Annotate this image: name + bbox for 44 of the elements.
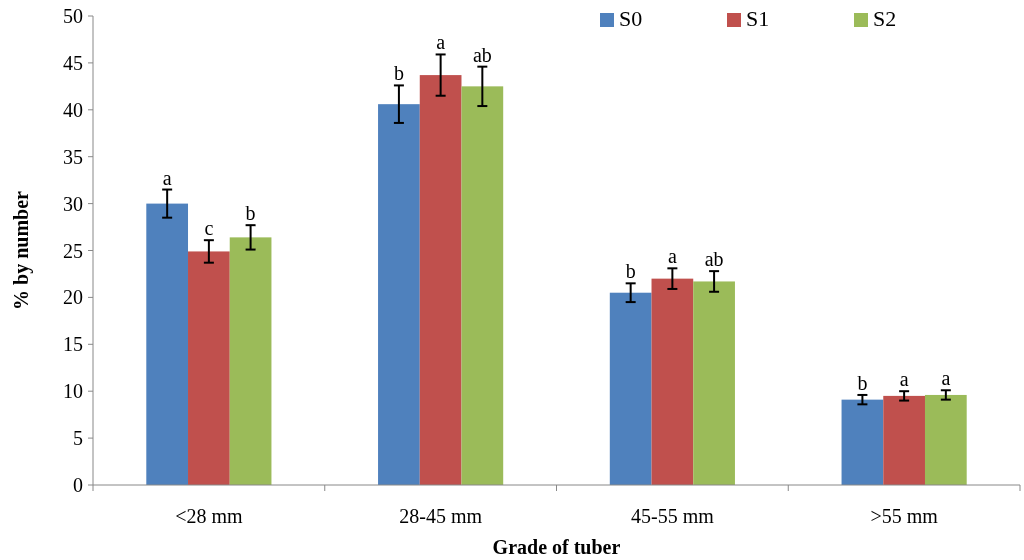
y-tick-label: 5 xyxy=(73,427,83,450)
data-label: ab xyxy=(704,248,724,271)
data-label: b xyxy=(857,371,868,394)
bar xyxy=(419,75,462,485)
legend-label: S2 xyxy=(873,6,897,31)
y-tick-label: 25 xyxy=(63,239,83,262)
x-tick-label: 28-45 mm xyxy=(399,505,483,527)
data-label: a xyxy=(436,31,446,54)
data-label: c xyxy=(204,217,214,240)
data-label: ab xyxy=(472,43,492,66)
y-tick-label: 35 xyxy=(63,145,83,168)
bar xyxy=(229,237,272,485)
data-label: a xyxy=(899,368,909,391)
data-label: b xyxy=(625,260,636,283)
y-tick-label: 10 xyxy=(63,380,83,403)
x-tick-label: <28 mm xyxy=(175,505,244,527)
bar xyxy=(883,395,925,485)
bar xyxy=(841,399,884,485)
data-label: a xyxy=(162,166,172,189)
bar xyxy=(378,104,420,485)
x-tick-label: >55 mm xyxy=(870,505,939,527)
data-label: b xyxy=(393,62,404,85)
data-label: b xyxy=(245,202,256,225)
legend-label: S1 xyxy=(746,6,770,31)
y-tick-label: 0 xyxy=(73,474,83,496)
y-tick-label: 30 xyxy=(63,192,83,215)
bar xyxy=(924,394,967,485)
y-tick-label: 40 xyxy=(63,98,83,121)
legend-label: S0 xyxy=(619,6,643,31)
y-tick-label: 50 xyxy=(63,5,83,27)
bar xyxy=(461,86,504,485)
y-tick-label: 20 xyxy=(63,286,83,309)
y-tick-label: 45 xyxy=(63,51,83,74)
data-label: a xyxy=(667,245,677,268)
y-axis-title: % by number xyxy=(10,190,33,310)
bar xyxy=(651,278,694,485)
data-label: a xyxy=(941,367,951,390)
x-axis-title: Grade of tuber xyxy=(492,536,621,558)
bar xyxy=(693,281,735,485)
y-tick-label: 15 xyxy=(63,333,83,356)
x-tick-label: 45-55 mm xyxy=(630,505,715,527)
bar xyxy=(146,203,189,485)
bar xyxy=(609,292,652,485)
bar xyxy=(188,251,230,485)
